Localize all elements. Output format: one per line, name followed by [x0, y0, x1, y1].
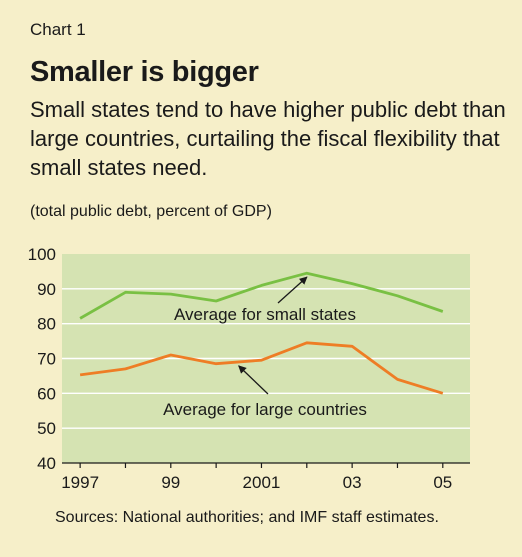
chart-number: Chart 1	[30, 20, 86, 39]
gridlines	[62, 288, 470, 429]
series-line-large-countries	[79, 341, 444, 395]
x-tick-label: 1997	[61, 473, 99, 492]
annotation-arrow	[277, 276, 308, 304]
annotation-arrow	[238, 365, 269, 395]
source-note: Sources: National authorities; and IMF s…	[55, 509, 439, 526]
y-tick-label: 70	[37, 350, 56, 369]
x-tick-label: 03	[343, 473, 362, 492]
y-tick-label: 80	[37, 315, 56, 334]
annotations: Average for small states Average for larg…	[163, 276, 367, 419]
series-line-small-states	[79, 271, 444, 320]
y-tick-label: 60	[37, 384, 56, 403]
annotation-label: Average for large countries	[163, 400, 367, 419]
y-tick-label: 40	[37, 454, 56, 473]
x-tick-label: 2001	[243, 473, 281, 492]
units-label: (total public debt, percent of GDP)	[30, 203, 272, 220]
x-axis-ticks	[62, 462, 470, 468]
y-tick-label: 90	[37, 280, 56, 299]
x-axis-labels: 1997 99 2001 03 05	[61, 473, 452, 492]
x-tick-label: 99	[161, 473, 180, 492]
y-tick-label: 100	[28, 245, 56, 264]
chart-subtitle: Small states tend to have higher public …	[30, 97, 506, 180]
series-lines	[79, 271, 444, 395]
chart-title: Smaller is bigger	[30, 56, 259, 88]
x-tick-label: 05	[433, 473, 452, 492]
annotation-label: Average for small states	[174, 305, 356, 324]
y-axis-labels: 40 50 60 70 80 90 100	[28, 245, 56, 473]
y-tick-label: 50	[37, 419, 56, 438]
